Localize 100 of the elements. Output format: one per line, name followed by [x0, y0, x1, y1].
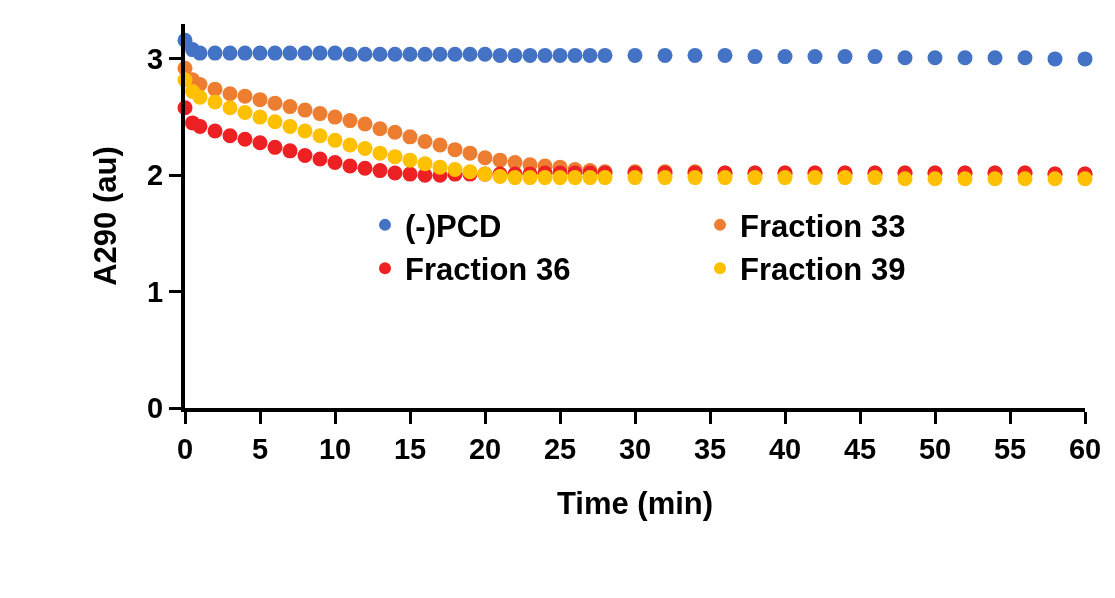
point: [777, 170, 793, 186]
point: [417, 46, 433, 62]
point: [597, 47, 613, 63]
point: [477, 150, 493, 166]
x-tick-label: 30: [618, 432, 652, 465]
point: [717, 47, 733, 63]
point: [267, 139, 283, 155]
x-tick-label: 55: [993, 432, 1027, 465]
y-tick-label: 1: [147, 275, 164, 308]
point: [522, 47, 538, 63]
point: [837, 49, 853, 65]
point: [357, 141, 373, 156]
point: [192, 118, 208, 134]
y-tick-label: 0: [147, 392, 164, 425]
point: [747, 170, 763, 186]
point: [372, 121, 388, 137]
point: [192, 45, 208, 61]
point: [297, 147, 313, 163]
point: [222, 86, 238, 102]
point: [357, 116, 373, 132]
point: [252, 109, 268, 125]
point: [807, 49, 823, 65]
point: [312, 106, 328, 122]
point: [387, 165, 403, 181]
point: [552, 47, 568, 63]
point: [222, 45, 238, 61]
point: [372, 163, 388, 179]
point: [957, 171, 973, 187]
point: [357, 160, 373, 176]
point: [582, 170, 598, 186]
point: [567, 170, 583, 186]
point: [252, 92, 268, 108]
point: [297, 102, 313, 118]
x-tick-label: 10: [318, 432, 352, 465]
point: [267, 45, 283, 61]
point: [432, 159, 448, 175]
y-axis-title: A290 (au): [88, 146, 124, 286]
point: [1047, 51, 1063, 67]
point: [837, 170, 853, 186]
y-tick-label: 2: [147, 159, 164, 192]
point: [402, 152, 418, 168]
point: [342, 158, 358, 174]
legend-label: Fraction 36: [405, 252, 571, 288]
point: [897, 50, 913, 66]
x-tick-label: 50: [918, 432, 952, 465]
point: [477, 46, 493, 62]
point: [447, 46, 463, 62]
point: [582, 47, 598, 63]
point: [777, 49, 793, 65]
point: [627, 170, 643, 186]
x-tick-label: 25: [543, 432, 577, 465]
point: [657, 170, 673, 186]
point: [927, 171, 943, 187]
point: [207, 81, 223, 97]
point: [432, 46, 448, 62]
point: [507, 170, 523, 186]
x-tick-label: 40: [768, 432, 802, 465]
point: [867, 49, 883, 65]
point: [237, 45, 253, 61]
point: [927, 50, 943, 66]
point: [252, 45, 268, 61]
legend-label: (-)PCD: [405, 208, 502, 244]
point: [327, 109, 343, 125]
point: [402, 46, 418, 62]
point: [252, 135, 268, 151]
y-tick-label: 3: [147, 43, 164, 76]
point: [417, 156, 433, 172]
point: [462, 145, 478, 161]
point: [447, 161, 463, 177]
point: [237, 104, 253, 120]
x-tick-label: 15: [393, 432, 427, 465]
point: [342, 113, 358, 129]
point: [462, 46, 478, 62]
point: [237, 88, 253, 104]
point: [267, 114, 283, 130]
point: [402, 166, 418, 182]
point: [1017, 171, 1033, 187]
x-axis-title: Time (min): [556, 486, 714, 522]
point: [387, 124, 403, 140]
point: [207, 123, 223, 139]
point: [987, 171, 1003, 187]
point: [387, 46, 403, 62]
point: [987, 50, 1003, 66]
point: [342, 46, 358, 62]
point: [267, 95, 283, 111]
point: [192, 89, 208, 105]
point: [1047, 171, 1063, 187]
legend-label: Fraction 39: [740, 252, 906, 288]
point: [687, 47, 703, 63]
point: [1077, 51, 1093, 67]
point: [522, 170, 538, 186]
point: [282, 99, 298, 115]
point: [312, 151, 328, 167]
point: [327, 132, 343, 148]
point: [417, 134, 433, 150]
point: [402, 129, 418, 145]
point: [687, 170, 703, 186]
point: [537, 170, 553, 186]
point: [957, 50, 973, 66]
point: [282, 118, 298, 134]
